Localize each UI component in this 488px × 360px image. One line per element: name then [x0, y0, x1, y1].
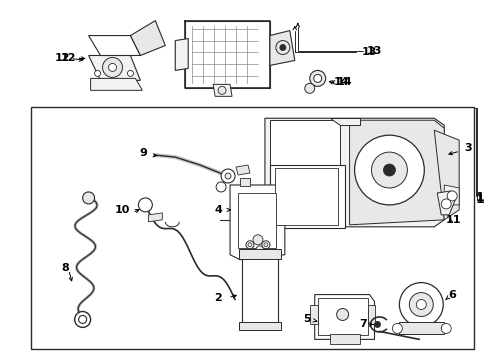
Circle shape: [108, 63, 116, 71]
Text: 12: 12: [55, 54, 70, 63]
Circle shape: [447, 191, 456, 201]
Circle shape: [415, 300, 426, 310]
Circle shape: [336, 309, 348, 320]
Circle shape: [218, 86, 225, 94]
Text: 6: 6: [447, 289, 455, 300]
Circle shape: [440, 323, 450, 333]
Circle shape: [102, 58, 122, 77]
Circle shape: [75, 311, 90, 328]
Bar: [31, 107, 473, 349]
Circle shape: [82, 192, 94, 204]
Text: 14: 14: [333, 77, 349, 87]
Polygon shape: [264, 118, 443, 227]
Circle shape: [224, 173, 230, 179]
Polygon shape: [88, 55, 140, 80]
Text: 4: 4: [214, 205, 222, 215]
Circle shape: [354, 135, 424, 205]
Circle shape: [262, 241, 269, 249]
Text: 5: 5: [303, 314, 310, 324]
Polygon shape: [329, 118, 359, 125]
Text: 13: 13: [361, 48, 376, 58]
Polygon shape: [185, 21, 269, 88]
Bar: [239, 249, 280, 259]
Text: 8: 8: [61, 263, 69, 273]
Polygon shape: [349, 120, 443, 225]
Circle shape: [309, 71, 325, 86]
Text: 12: 12: [61, 54, 76, 63]
Text: 9: 9: [139, 148, 147, 158]
Text: 1: 1: [475, 192, 484, 204]
Circle shape: [440, 199, 450, 209]
Circle shape: [392, 323, 402, 333]
Circle shape: [374, 321, 380, 328]
Text: 13: 13: [366, 45, 382, 55]
Circle shape: [408, 293, 432, 316]
Polygon shape: [309, 305, 317, 324]
Polygon shape: [314, 294, 374, 339]
Text: 14: 14: [336, 77, 352, 87]
Text: 11: 11: [445, 215, 460, 225]
Circle shape: [79, 315, 86, 323]
Circle shape: [245, 241, 253, 249]
Polygon shape: [274, 168, 337, 225]
Circle shape: [399, 283, 442, 327]
Circle shape: [279, 45, 285, 50]
Polygon shape: [443, 185, 458, 205]
Circle shape: [255, 246, 264, 254]
Polygon shape: [88, 36, 140, 55]
Circle shape: [94, 71, 101, 76]
Polygon shape: [236, 165, 249, 175]
Polygon shape: [399, 323, 443, 334]
Polygon shape: [175, 39, 188, 71]
Text: 10: 10: [115, 205, 130, 215]
Polygon shape: [269, 31, 294, 66]
Circle shape: [138, 198, 152, 212]
Circle shape: [221, 169, 235, 183]
Bar: [242, 255, 277, 327]
Circle shape: [313, 75, 321, 82]
Bar: [239, 323, 280, 330]
Polygon shape: [433, 130, 458, 220]
Polygon shape: [148, 213, 162, 222]
Text: 1: 1: [475, 193, 484, 206]
Circle shape: [247, 243, 251, 247]
Text: 3: 3: [464, 143, 471, 153]
Polygon shape: [213, 84, 232, 96]
Circle shape: [127, 71, 133, 76]
Bar: [240, 178, 249, 186]
Polygon shape: [229, 185, 285, 260]
Polygon shape: [90, 78, 142, 90]
Bar: [238, 193, 275, 248]
Polygon shape: [269, 120, 339, 165]
Polygon shape: [436, 191, 454, 215]
Text: 7: 7: [359, 319, 366, 329]
Circle shape: [264, 243, 267, 247]
Polygon shape: [130, 21, 165, 55]
Polygon shape: [367, 305, 375, 324]
Circle shape: [383, 164, 395, 176]
Circle shape: [216, 182, 225, 192]
Polygon shape: [329, 334, 359, 345]
Circle shape: [371, 152, 407, 188]
Circle shape: [252, 235, 263, 245]
Bar: [317, 298, 367, 336]
Circle shape: [304, 84, 314, 93]
Text: 2: 2: [214, 293, 222, 302]
Polygon shape: [269, 165, 344, 228]
Circle shape: [275, 41, 289, 54]
